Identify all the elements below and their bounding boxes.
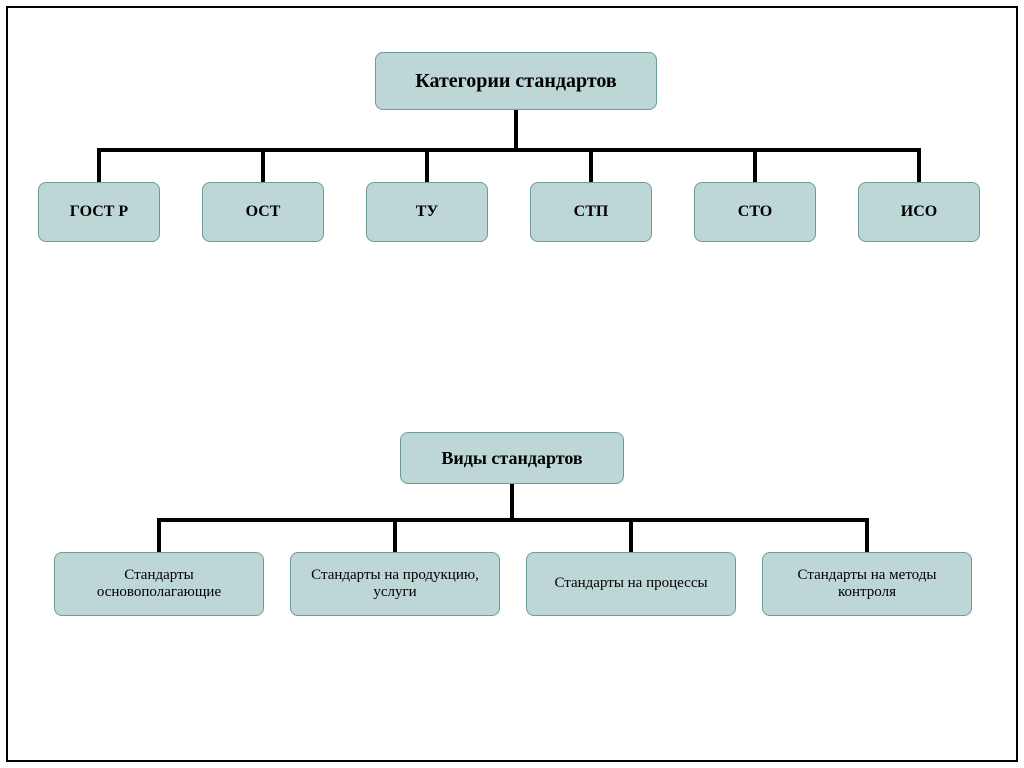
tree1-root-label: Категории стандартов (415, 70, 616, 93)
tree2-root: Виды стандартов (400, 432, 624, 484)
tree1-child-5: ИСО (858, 182, 980, 242)
tree1-child-4: СТО (694, 182, 816, 242)
tree1-child-2-label: ТУ (416, 203, 438, 221)
tree2-child-0: Стандарты основополагающие (54, 552, 264, 616)
tree2-child-2-label: Стандарты на процессы (554, 575, 707, 592)
tree2-child-1: Стандарты на продукцию, услуги (290, 552, 500, 616)
tree1-child-5-label: ИСО (901, 203, 937, 221)
tree2-child-1-label: Стандарты на продукцию, услуги (297, 567, 493, 602)
tree2-child-3-label: Стандарты на методы контроля (769, 567, 965, 602)
tree1-child-3-label: СТП (574, 203, 609, 221)
page: Категории стандартов ГОСТ Р ОСТ ТУ СТП СТО ИСО… (0, 0, 1024, 768)
tree1-child-2: ТУ (366, 182, 488, 242)
tree2-child-2: Стандарты на процессы (526, 552, 736, 616)
tree2-root-label: Виды стандартов (441, 448, 582, 469)
tree2-child-3: Стандарты на методы контроля (762, 552, 972, 616)
tree1-child-1: ОСТ (202, 182, 324, 242)
tree1-child-0: ГОСТ Р (38, 182, 160, 242)
tree1-child-4-label: СТО (738, 203, 772, 221)
tree1-root: Категории стандартов (375, 52, 657, 110)
tree1-child-3: СТП (530, 182, 652, 242)
tree1-child-1-label: ОСТ (246, 203, 281, 221)
tree1-child-0-label: ГОСТ Р (70, 203, 128, 221)
page-frame (6, 6, 1018, 762)
tree2-child-0-label: Стандарты основополагающие (61, 567, 257, 602)
